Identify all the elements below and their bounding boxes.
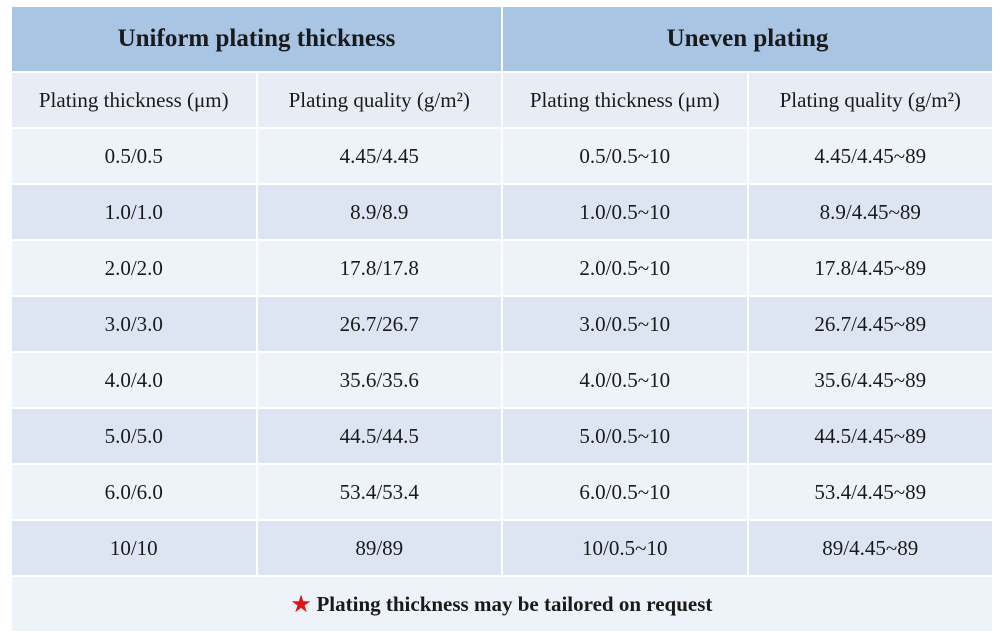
table-cell: 2.0/0.5~10: [503, 241, 747, 295]
table-cell: 10/0.5~10: [503, 521, 747, 575]
table-cell: 89/89: [257, 521, 501, 575]
table-row: 4.0/4.0 35.6/35.6 4.0/0.5~10 35.6/4.45~8…: [12, 353, 992, 407]
table-cell: 26.7/26.7: [257, 297, 501, 351]
table-cell: 10/10: [12, 521, 256, 575]
column-header-uniform-quality: Plating quality (g/m²): [257, 73, 501, 127]
table-row: 0.5/0.5 4.45/4.45 0.5/0.5~10 4.45/4.45~8…: [12, 129, 992, 183]
table-cell: 44.5/44.5: [257, 409, 501, 463]
column-header-uneven-quality: Plating quality (g/m²): [748, 73, 992, 127]
table-row: 1.0/1.0 8.9/8.9 1.0/0.5~10 8.9/4.45~89: [12, 185, 992, 239]
table-cell: 0.5/0.5: [12, 129, 256, 183]
table-cell: 44.5/4.45~89: [748, 409, 992, 463]
column-header-uniform-thickness: Plating thickness (μm): [12, 73, 256, 127]
group-header-row: Uniform plating thickness Uneven plating: [12, 7, 992, 71]
table-row: 10/10 89/89 10/0.5~10 89/4.45~89: [12, 521, 992, 575]
table-cell: 5.0/0.5~10: [503, 409, 747, 463]
table-cell: 4.45/4.45~89: [748, 129, 992, 183]
plating-table: Uniform plating thickness Uneven plating…: [10, 5, 994, 633]
table-cell: 89/4.45~89: [748, 521, 992, 575]
footnote-text: Plating thickness may be tailored on req…: [316, 591, 713, 616]
table-cell: 26.7/4.45~89: [748, 297, 992, 351]
table-cell: 35.6/35.6: [257, 353, 501, 407]
table-cell: 6.0/0.5~10: [503, 465, 747, 519]
footnote-row: ★ Plating thickness may be tailored on re…: [12, 577, 992, 631]
table-cell: 4.0/4.0: [12, 353, 256, 407]
plating-table-container: Uniform plating thickness Uneven plating…: [10, 5, 994, 633]
table-cell: 6.0/6.0: [12, 465, 256, 519]
table-cell: 4.45/4.45: [257, 129, 501, 183]
table-row: 2.0/2.0 17.8/17.8 2.0/0.5~10 17.8/4.45~8…: [12, 241, 992, 295]
table-body: 0.5/0.5 4.45/4.45 0.5/0.5~10 4.45/4.45~8…: [12, 129, 992, 575]
table-cell: 1.0/1.0: [12, 185, 256, 239]
table-cell: 1.0/0.5~10: [503, 185, 747, 239]
table-cell: 8.9/8.9: [257, 185, 501, 239]
column-header-row: Plating thickness (μm) Plating quality (…: [12, 73, 992, 127]
star-icon: ★: [291, 591, 311, 616]
table-cell: 35.6/4.45~89: [748, 353, 992, 407]
table-cell: 17.8/4.45~89: [748, 241, 992, 295]
table-cell: 3.0/0.5~10: [503, 297, 747, 351]
table-row: 3.0/3.0 26.7/26.7 3.0/0.5~10 26.7/4.45~8…: [12, 297, 992, 351]
table-row: 5.0/5.0 44.5/44.5 5.0/0.5~10 44.5/4.45~8…: [12, 409, 992, 463]
group-header-uniform: Uniform plating thickness: [12, 7, 501, 71]
footnote-cell: ★ Plating thickness may be tailored on re…: [12, 577, 992, 631]
table-cell: 53.4/4.45~89: [748, 465, 992, 519]
table-cell: 3.0/3.0: [12, 297, 256, 351]
table-cell: 8.9/4.45~89: [748, 185, 992, 239]
group-header-uneven: Uneven plating: [503, 7, 992, 71]
table-cell: 4.0/0.5~10: [503, 353, 747, 407]
table-cell: 0.5/0.5~10: [503, 129, 747, 183]
table-cell: 53.4/53.4: [257, 465, 501, 519]
table-cell: 2.0/2.0: [12, 241, 256, 295]
table-cell: 5.0/5.0: [12, 409, 256, 463]
column-header-uneven-thickness: Plating thickness (μm): [503, 73, 747, 127]
table-row: 6.0/6.0 53.4/53.4 6.0/0.5~10 53.4/4.45~8…: [12, 465, 992, 519]
table-cell: 17.8/17.8: [257, 241, 501, 295]
